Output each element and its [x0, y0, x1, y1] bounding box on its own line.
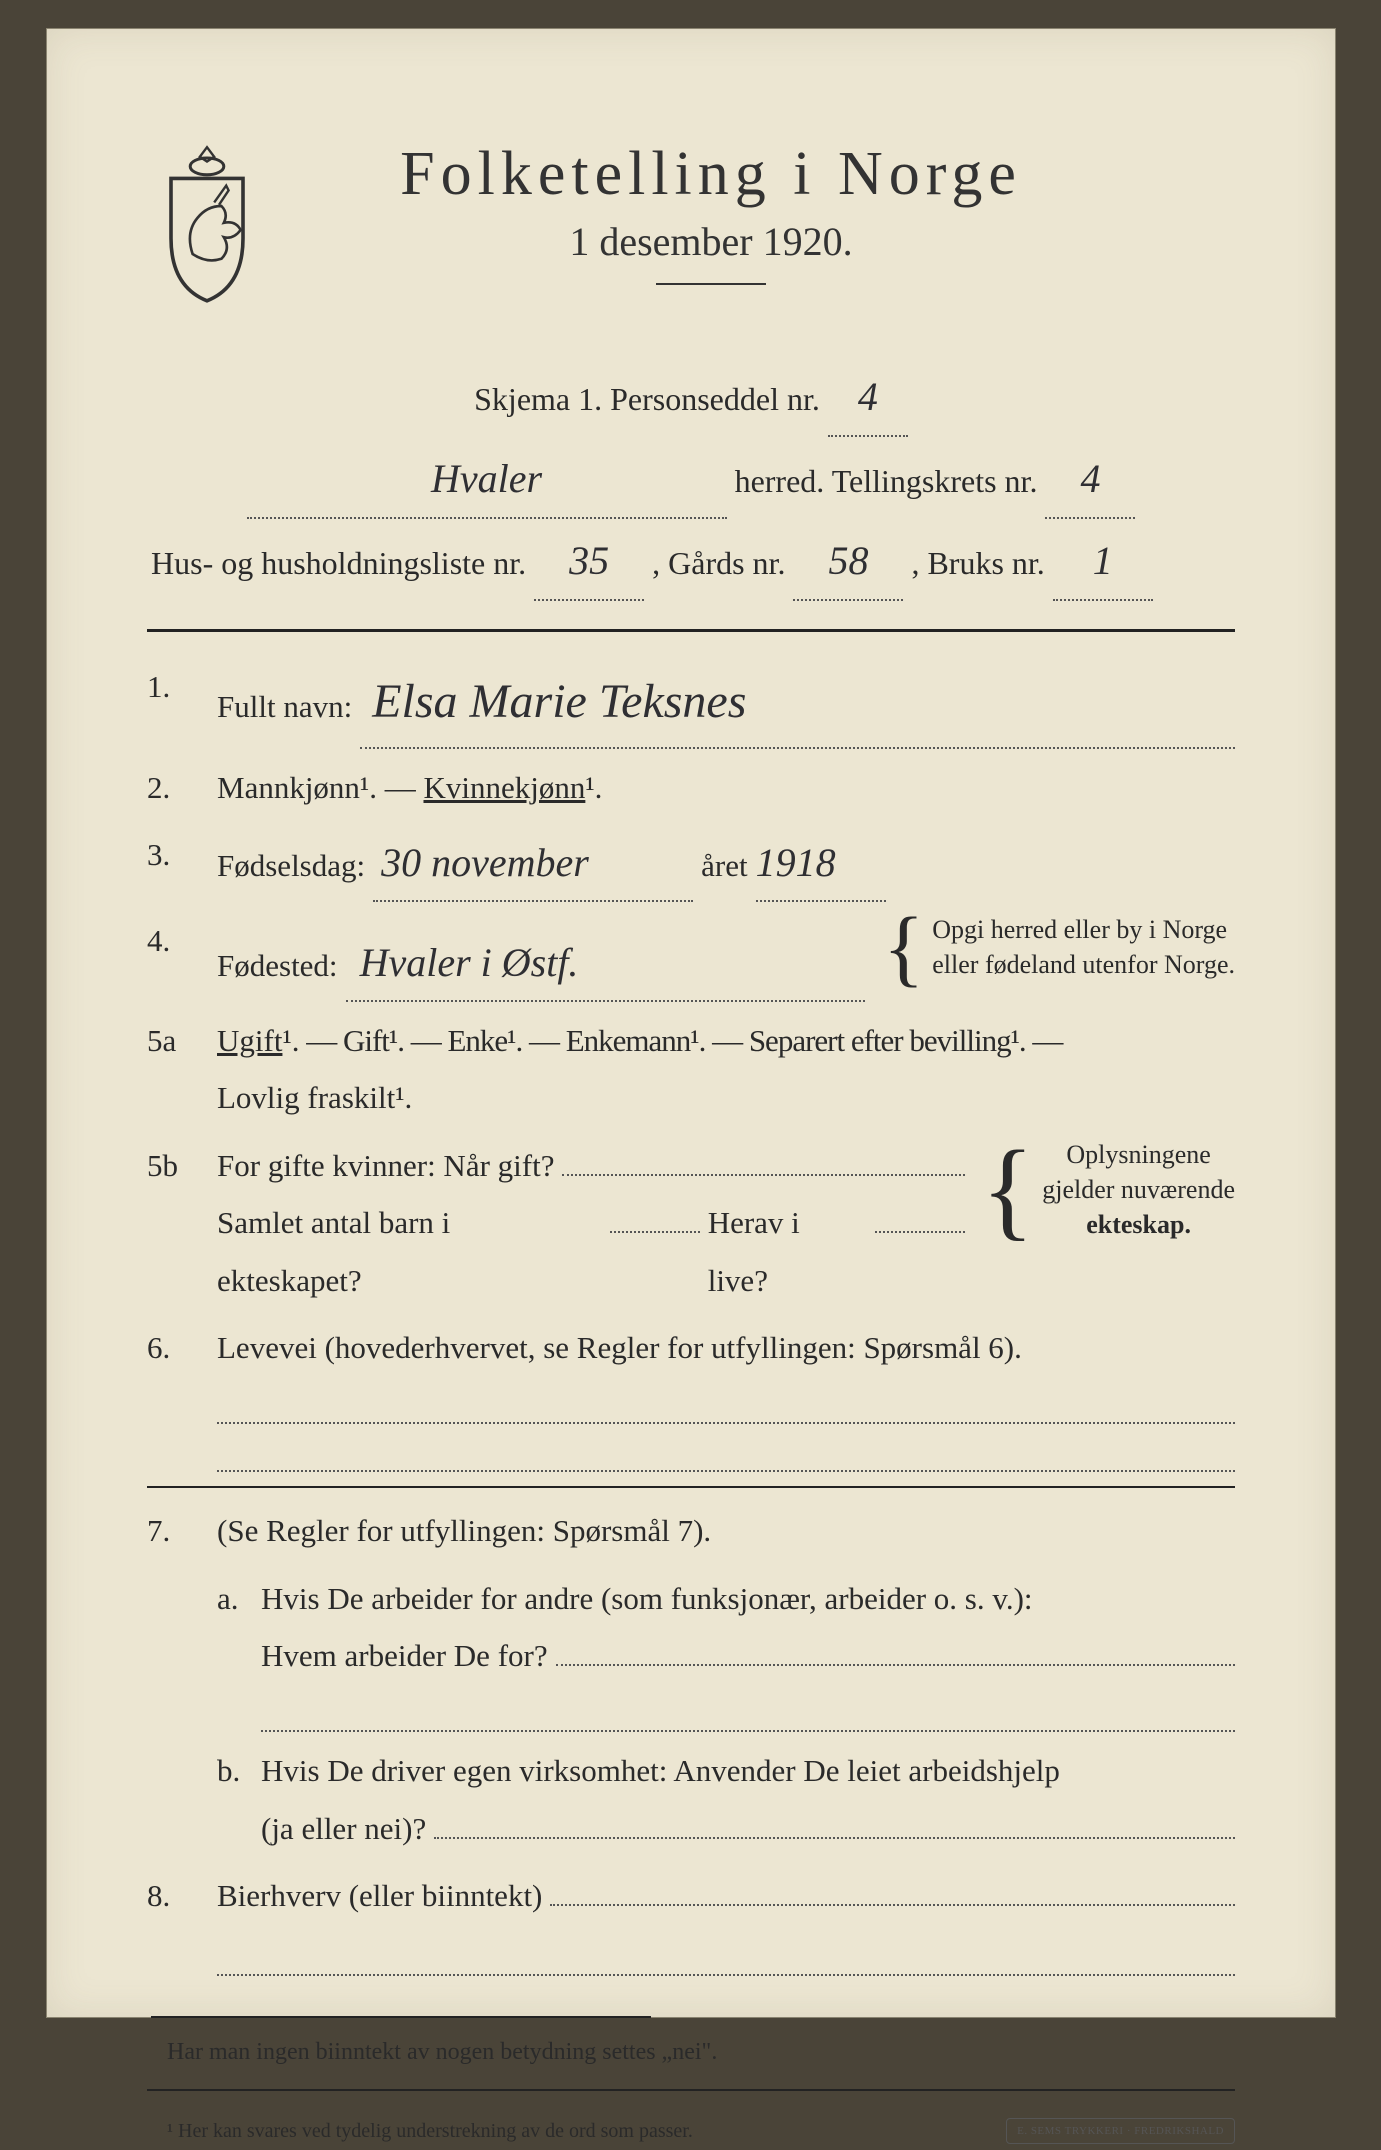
q7-row: 7. (Se Regler for utfyllingen: Spørsmål … — [147, 1502, 1235, 1559]
coat-of-arms-icon — [147, 139, 267, 309]
q3-year: 1918 — [756, 826, 886, 902]
tellingskrets-nr: 4 — [1045, 441, 1135, 519]
q7a-line2: Hvem arbeider De for? — [261, 1627, 548, 1684]
gaards-label: , Gårds nr. — [652, 545, 785, 581]
q4-note: Opgi herred eller by i Norge eller fødel… — [932, 912, 1235, 982]
q5a-sup: ¹. — [282, 1023, 299, 1058]
q-num: 7. — [147, 1502, 217, 1559]
q7a-blank-2 — [261, 1690, 1235, 1732]
census-form-page: Folketelling i Norge 1 desember 1920. Sk… — [46, 28, 1336, 2018]
q5b-note: Oplysningene gjelder nuværende ekteskap. — [1042, 1137, 1235, 1242]
q2-underlined: Kvinnekjønn — [423, 770, 585, 805]
divider — [147, 629, 1235, 632]
title-block: Folketelling i Norge 1 desember 1920. — [307, 139, 1235, 285]
q1-row: 1. Fullt navn: Elsa Marie Teksnes — [147, 658, 1235, 749]
title-sub: 1 desember 1920. — [307, 218, 1115, 265]
q-sub-num: a. — [217, 1570, 261, 1733]
q5b-blank-3 — [875, 1231, 965, 1233]
q5a-row: 5a Ugift¹. — Gift¹. — Enke¹. — Enkemann¹… — [147, 1012, 1235, 1127]
q5a-line2: Lovlig fraskilt¹. — [217, 1069, 1235, 1126]
q3-aret: året — [701, 837, 747, 894]
question-list: 1. Fullt navn: Elsa Marie Teksnes 2. Man… — [147, 658, 1235, 2150]
q3-row: 3. Fødselsdag: 30 november året 1918 — [147, 826, 1235, 902]
footnote-line: Har man ingen biinntekt av nogen betydni… — [147, 2030, 1235, 2074]
hushold-nr: 35 — [534, 523, 644, 601]
brace-icon: { — [883, 917, 924, 977]
q8-row: 8. Bierhverv (eller biinntekt) — [147, 1867, 1235, 1924]
title-rule — [656, 283, 766, 285]
q-num: 2. — [147, 759, 217, 816]
bruks-nr: 1 — [1053, 523, 1153, 601]
title-main: Folketelling i Norge — [307, 139, 1115, 210]
q2-sup: ¹. — [585, 770, 602, 805]
q4-row: 4. Fødested: Hvaler i Østf. { Opgi herre… — [147, 912, 1235, 1002]
q6-blank-1 — [217, 1382, 1235, 1424]
q4-note-2: eller fødeland utenfor Norge. — [932, 950, 1235, 979]
bruks-label: , Bruks nr. — [911, 545, 1044, 581]
q6-text: Levevei (hovederhvervet, se Regler for u… — [217, 1330, 1022, 1365]
herred-label: herred. Tellingskrets nr. — [735, 463, 1038, 499]
q7a-row: a. Hvis De arbeider for andre (som funks… — [147, 1570, 1235, 1733]
q3-day: 30 november — [373, 826, 693, 902]
q5a-ugift: Ugift — [217, 1023, 282, 1058]
q4-label: Fødested: — [217, 937, 338, 994]
meta-block: Skjema 1. Personseddel nr. 4 Hvaler herr… — [147, 359, 1235, 601]
q8-text: Bierhverv (eller biinntekt) — [217, 1867, 542, 1924]
q7b-line1: Hvis De driver egen virksomhet: Anvender… — [261, 1742, 1235, 1799]
q5b-l2b: Herav i live? — [708, 1194, 868, 1309]
q5b-row: 5b For gifte kvinner: Når gift? Samlet a… — [147, 1137, 1235, 1309]
q-num: 1. — [147, 658, 217, 749]
q2-label: Mannkjønn¹. — — [217, 770, 423, 805]
divider — [147, 1486, 1235, 1488]
q4-value: Hvaler i Østf. — [346, 926, 865, 1002]
footnote-1: ¹ Her kan svares ved tydelig understrekn… — [167, 2113, 693, 2150]
herred-value: Hvaler — [247, 441, 727, 519]
q-num: 4. — [147, 912, 217, 1002]
q7b-blank — [434, 1837, 1235, 1839]
q7b-line2: (ja eller nei)? — [261, 1800, 426, 1857]
printer-stamp: E. SEMS TRYKKERI · FREDRIKSHALD — [1006, 2118, 1235, 2144]
q7a-line1: Hvis De arbeider for andre (som funksjon… — [261, 1570, 1235, 1627]
q3-label: Fødselsdag: — [217, 837, 365, 894]
gaards-nr: 58 — [793, 523, 903, 601]
q4-note-1: Opgi herred eller by i Norge — [932, 915, 1227, 944]
divider — [147, 2089, 1235, 2091]
hushold-label: Hus- og husholdningsliste nr. — [151, 545, 526, 581]
personseddel-nr: 4 — [828, 359, 908, 437]
skjema-label: Skjema 1. Personseddel nr. — [474, 381, 820, 417]
footnote-rule — [151, 2016, 651, 2018]
q1-value: Elsa Marie Teksnes — [360, 658, 1235, 749]
q5b-note-c: ekteskap. — [1086, 1210, 1191, 1239]
q7a-blank-1 — [556, 1664, 1235, 1666]
q6-row: 6. Levevei (hovederhvervet, se Regler fo… — [147, 1319, 1235, 1472]
q6-blank-2 — [217, 1430, 1235, 1472]
q1-label: Fullt navn: — [217, 678, 352, 735]
q5b-blank-2 — [610, 1231, 700, 1233]
q7b-row: b. Hvis De driver egen virksomhet: Anven… — [147, 1742, 1235, 1857]
q5b-note-a: Oplysningene — [1066, 1140, 1210, 1169]
q5b-l2a: Samlet antal barn i ekteskapet? — [217, 1194, 602, 1309]
q8-blank-2 — [217, 1934, 1235, 1976]
q7-intro: (Se Regler for utfyllingen: Spørsmål 7). — [217, 1502, 1235, 1559]
q-num: 5b — [147, 1137, 217, 1309]
q-num: 6. — [147, 1319, 217, 1472]
q5a-rest: — Gift¹. — Enke¹. — Enkemann¹. — Separer… — [299, 1023, 1062, 1058]
q5b-note-b: gjelder nuværende — [1042, 1175, 1235, 1204]
q5b-blank-1 — [562, 1174, 965, 1176]
brace-icon: { — [981, 1151, 1034, 1228]
q-num: 5a — [147, 1012, 217, 1127]
q-num: 8. — [147, 1867, 217, 1924]
q2-row: 2. Mannkjønn¹. — Kvinnekjønn¹. — [147, 759, 1235, 816]
q-sub-num: b. — [217, 1742, 261, 1857]
header: Folketelling i Norge 1 desember 1920. — [147, 139, 1235, 309]
q5b-l1a: For gifte kvinner: Når gift? — [217, 1137, 554, 1194]
q8-blank-1 — [550, 1904, 1235, 1906]
q-num: 3. — [147, 826, 217, 902]
